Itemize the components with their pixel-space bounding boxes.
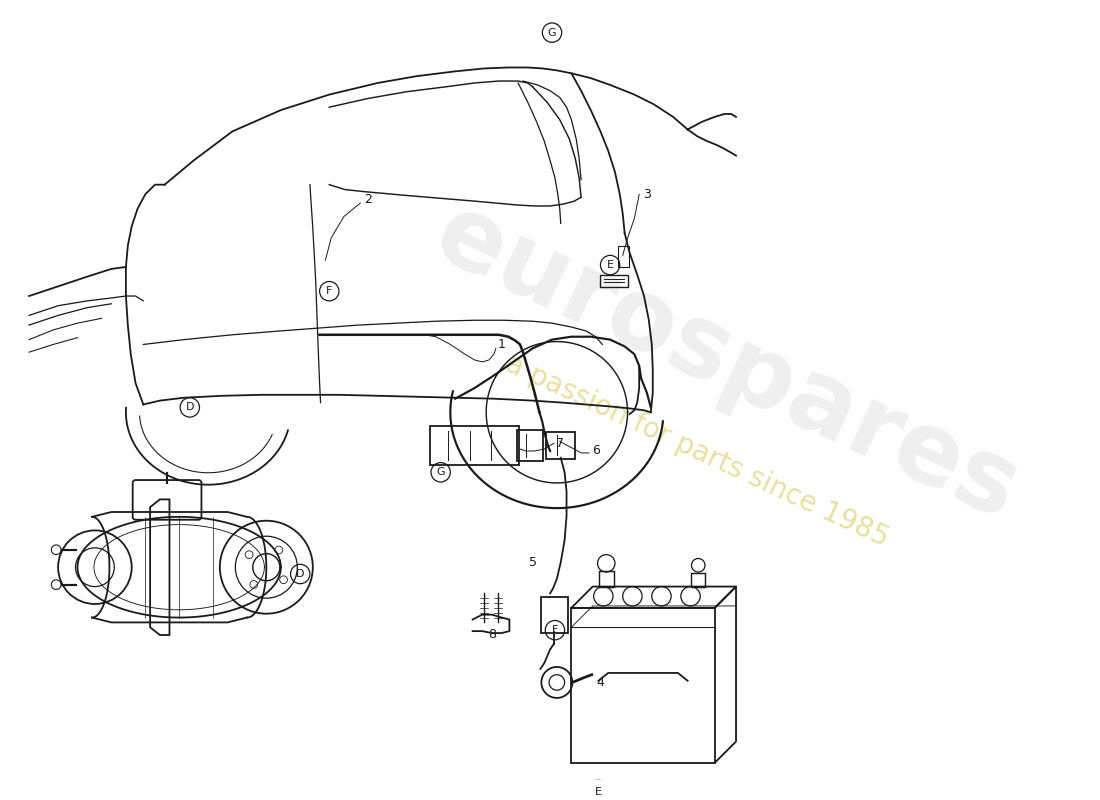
Text: 6: 6	[592, 445, 600, 458]
Text: 4: 4	[596, 676, 604, 689]
Text: 8: 8	[488, 629, 496, 642]
Text: 2: 2	[364, 193, 372, 206]
Text: E: E	[595, 787, 602, 797]
Circle shape	[52, 545, 60, 554]
Text: G: G	[548, 28, 557, 38]
Text: D: D	[186, 402, 194, 413]
Text: 1: 1	[497, 338, 506, 351]
Text: a passion for parts since 1985: a passion for parts since 1985	[502, 350, 893, 552]
Circle shape	[52, 580, 60, 590]
Text: 3: 3	[644, 188, 651, 201]
Text: eurospares: eurospares	[419, 186, 1033, 542]
Text: D: D	[296, 569, 305, 579]
Text: F: F	[552, 625, 558, 635]
Text: G: G	[437, 467, 446, 478]
Text: 7: 7	[556, 437, 564, 450]
Text: E: E	[606, 260, 614, 270]
Text: F: F	[326, 286, 332, 296]
Text: 5: 5	[529, 556, 537, 569]
